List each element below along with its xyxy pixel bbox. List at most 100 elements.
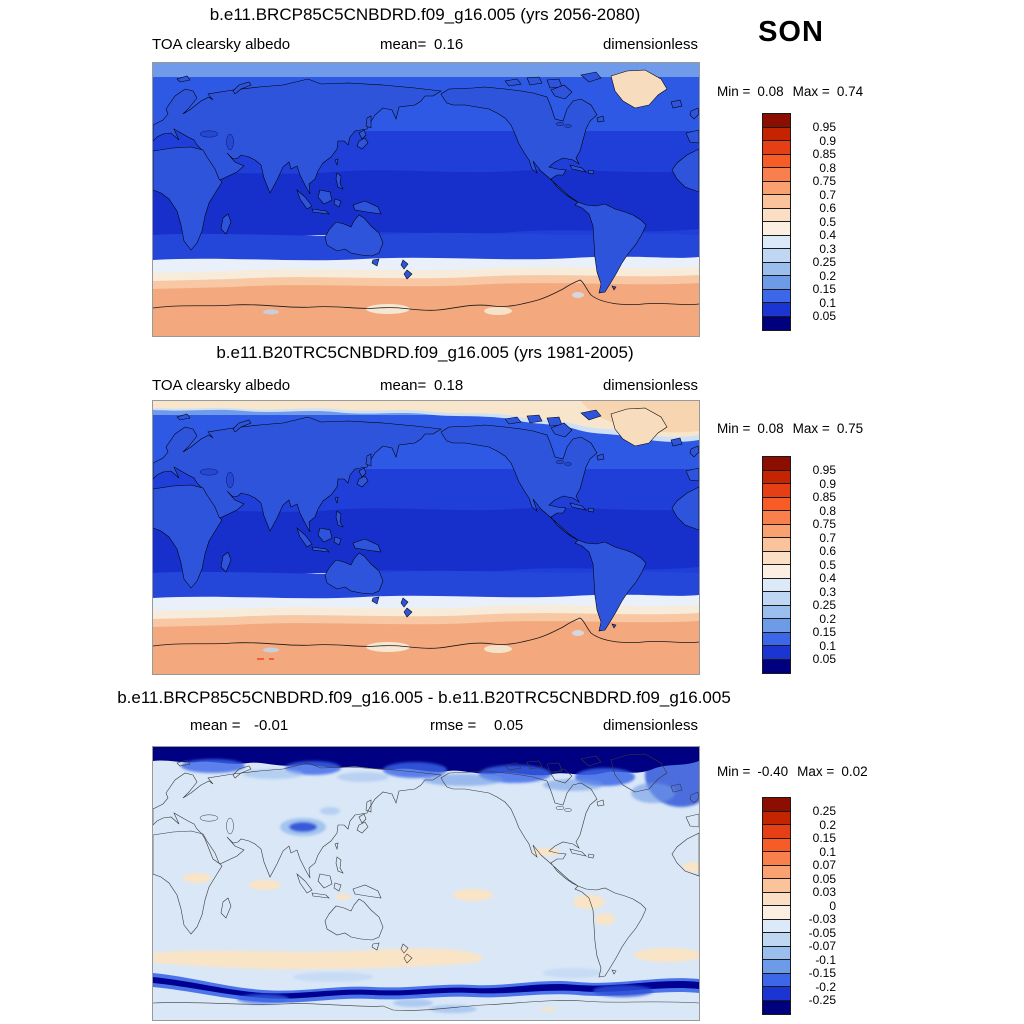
colorbar-segment <box>763 154 790 168</box>
colorbar-segment <box>763 497 790 511</box>
colorbar-segment <box>763 484 790 498</box>
map-panel1-rcp85 <box>152 62 700 337</box>
colorbar-label: 0.25 <box>812 598 836 612</box>
colorbar-segment <box>763 249 790 263</box>
colorbar-label: 0.85 <box>812 490 836 504</box>
colorbar-segment <box>763 838 790 852</box>
max-value: 0.02 <box>841 764 868 779</box>
colorbar-segment <box>763 1000 790 1014</box>
colorbar-label: 0.1 <box>819 638 836 653</box>
southern-ocean-negative-band <box>153 968 699 1013</box>
colorbar-segment <box>763 181 790 195</box>
panel3-mean-value: -0.01 <box>254 717 289 734</box>
min-label: Min = <box>717 764 751 779</box>
panel2-mean-value: 0.18 <box>434 377 464 394</box>
panel2-mean-label: mean= <box>380 377 427 394</box>
colorbar-label: 0.25 <box>812 804 836 818</box>
panel2-units-label: dimensionless <box>602 377 698 394</box>
colorbar-label: 0.03 <box>812 885 836 899</box>
panel1-title: b.e11.BRCP85C5CNBDRD.f09_g16.005 (yrs 20… <box>209 5 641 24</box>
panel3-title: b.e11.BRCP85C5CNBDRD.f09_g16.005 - b.e11… <box>117 688 731 707</box>
colorbar-segment <box>763 208 790 222</box>
colorbar-segment <box>763 646 790 660</box>
positive-peach-patches <box>153 848 699 970</box>
colorbar-label: 0.9 <box>819 476 836 491</box>
colorbar-label: -0.03 <box>808 912 836 926</box>
colorbar-label: 0.25 <box>812 255 836 269</box>
min-value: 0.08 <box>757 421 784 436</box>
colorbar-segment <box>763 289 790 303</box>
colorbar-segment <box>763 852 790 866</box>
colorbar-label: 0.2 <box>819 817 836 832</box>
colorbar-label: 0.15 <box>812 625 836 639</box>
max-label: Max = <box>797 764 835 779</box>
colorbar-label: -0.1 <box>815 952 836 967</box>
colorbar-segment <box>763 659 790 673</box>
colorbar-label: 0.3 <box>819 584 836 599</box>
colorbar-label: 0.2 <box>819 611 836 626</box>
colorbar-segment <box>763 892 790 906</box>
antarctica-coastline <box>153 1000 699 1011</box>
colorbar-label: 0.8 <box>819 160 836 175</box>
colorbar-segment <box>763 605 790 619</box>
colorbar-segment <box>763 524 790 538</box>
colorbar-label: -0.15 <box>808 966 836 980</box>
colorbar-label: 0.7 <box>819 530 836 545</box>
min-value: -0.40 <box>757 764 789 779</box>
colorbar-label: 0 <box>829 898 836 913</box>
colorbar-segment <box>763 919 790 933</box>
colorbar-segment <box>763 457 790 471</box>
max-label: Max = <box>792 421 830 436</box>
max-value: 0.75 <box>836 421 864 436</box>
colorbar-segment <box>763 946 790 960</box>
colorbar-segment <box>763 235 790 249</box>
panel2-subtitle-row: TOA clearsky albedo mean= 0.18 dimension… <box>152 377 698 394</box>
colorbar-panel3: 0.25 0.2 0.15 0.1 0.07 0.05 0.03 0 -0.03 -0.05 -0.… <box>762 797 836 1015</box>
colorbar-segment <box>763 825 790 839</box>
panel3-rmse-label: rmse = <box>430 717 477 734</box>
colorbar-label: 0.9 <box>819 133 836 148</box>
colorbar-segment <box>763 114 790 128</box>
panel2-variable-label: TOA clearsky albedo <box>152 377 291 394</box>
colorbar-segment <box>763 811 790 825</box>
near-zero-background <box>153 747 699 1020</box>
colorbar-label: 0.75 <box>812 517 836 531</box>
high-albedo-spot <box>257 658 264 660</box>
colorbar-segment <box>763 973 790 987</box>
colorbar-label: -0.07 <box>808 939 836 953</box>
colorbar-segment <box>763 906 790 920</box>
map-panel3-difference <box>152 746 700 1021</box>
colorbar-panel1: 0.95 0.9 0.85 0.8 0.75 0.7 0.6 0.5 0.4 0.3 0.25 0.2… <box>762 113 836 331</box>
colorbar-segment <box>763 565 790 579</box>
colorbar-label: 0.15 <box>812 282 836 296</box>
colorbar-segment <box>763 865 790 879</box>
colorbar-label: 0.05 <box>812 652 836 666</box>
colorbar-segment <box>763 470 790 484</box>
colorbar-label: 0.6 <box>819 544 836 558</box>
max-value: 0.74 <box>836 84 864 99</box>
panel1-mean-label: mean= <box>380 36 427 53</box>
colorbar-label: 0.5 <box>819 557 836 572</box>
panel2-title: b.e11.B20TRC5CNBDRD.f09_g16.005 (yrs 198… <box>216 343 634 362</box>
colorbar-segment <box>763 168 790 182</box>
colorbar-segment <box>763 262 790 276</box>
max-label: Max = <box>792 84 830 99</box>
colorbar-segment <box>763 303 790 317</box>
panel1-subtitle-row: TOA clearsky albedo mean= 0.16 dimension… <box>152 36 698 53</box>
panel1-minmax: Min = 0.08 Max = 0.74 <box>717 84 863 99</box>
colorbar-segment <box>763 987 790 1001</box>
colorbar-segment <box>763 933 790 947</box>
colorbar-label: 0.4 <box>819 228 836 242</box>
panel3-units-label: dimensionless <box>602 717 698 734</box>
colorbar-label: 0.3 <box>819 241 836 256</box>
high-albedo-spot <box>269 658 274 660</box>
colorbar-label: 0.7 <box>819 187 836 202</box>
colorbar-label: 0.4 <box>819 571 836 585</box>
colorbar-label: 0.6 <box>819 201 836 215</box>
colorbar-label: 0.75 <box>812 174 836 188</box>
colorbar-panel2: 0.95 0.9 0.85 0.8 0.75 0.7 0.6 0.5 0.4 0.3 0.25 0.2… <box>762 456 836 674</box>
colorbar-segment <box>763 960 790 974</box>
panel1-mean-value: 0.16 <box>434 36 464 53</box>
colorbar-segment <box>763 195 790 209</box>
colorbar-segment <box>763 511 790 525</box>
